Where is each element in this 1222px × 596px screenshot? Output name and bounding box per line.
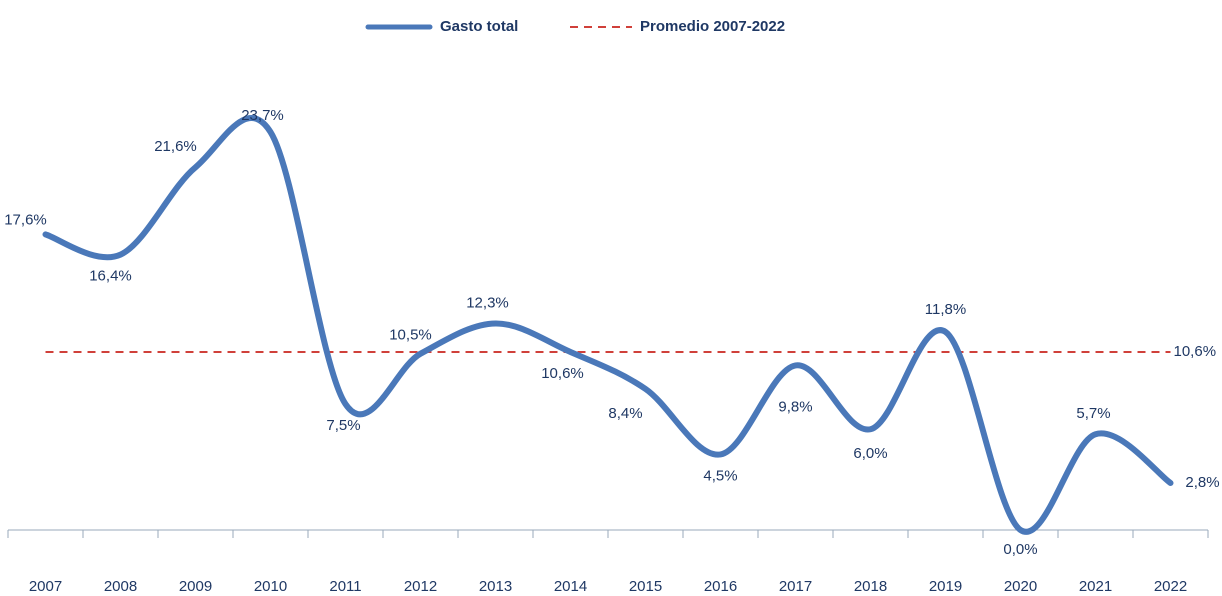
data-label: 7,5% (326, 417, 360, 434)
x-tick-label: 2020 (1004, 578, 1037, 595)
data-label: 16,4% (89, 268, 132, 285)
legend-label: Promedio 2007-2022 (640, 18, 785, 35)
x-tick-label: 2009 (179, 578, 212, 595)
x-tick-label: 2015 (629, 578, 662, 595)
x-tick-label: 2019 (929, 578, 962, 595)
x-tick-label: 2012 (404, 578, 437, 595)
x-tick-label: 2014 (554, 578, 587, 595)
data-label: 2,8% (1185, 474, 1219, 491)
data-label: 23,7% (241, 107, 284, 124)
data-label: 21,6% (154, 138, 197, 155)
x-tick-label: 2013 (479, 578, 512, 595)
x-tick-label: 2011 (329, 578, 361, 595)
data-label: 6,0% (853, 445, 887, 462)
data-label: 17,6% (4, 211, 47, 228)
x-tick-label: 2021 (1079, 578, 1112, 595)
data-label: 10,5% (389, 327, 432, 344)
data-label: 12,3% (466, 294, 509, 311)
x-tick-label: 2008 (104, 578, 137, 595)
data-label: 10,6% (541, 365, 584, 382)
x-tick-label: 2010 (254, 578, 287, 595)
data-label: 5,7% (1076, 405, 1110, 422)
average-label: 10,6% (1174, 343, 1217, 360)
x-tick-label: 2022 (1154, 578, 1187, 595)
legend-label: Gasto total (440, 18, 518, 35)
data-label: 4,5% (703, 467, 737, 484)
data-label: 11,8% (925, 301, 966, 318)
data-label: 9,8% (778, 398, 812, 415)
x-tick-label: 2017 (779, 578, 812, 595)
x-tick-label: 2007 (29, 578, 62, 595)
x-tick-label: 2018 (854, 578, 887, 595)
x-tick-label: 2016 (704, 578, 737, 595)
line (42, 115, 1174, 535)
data-label: 0,0% (1003, 541, 1037, 558)
data-label: 8,4% (608, 405, 642, 422)
